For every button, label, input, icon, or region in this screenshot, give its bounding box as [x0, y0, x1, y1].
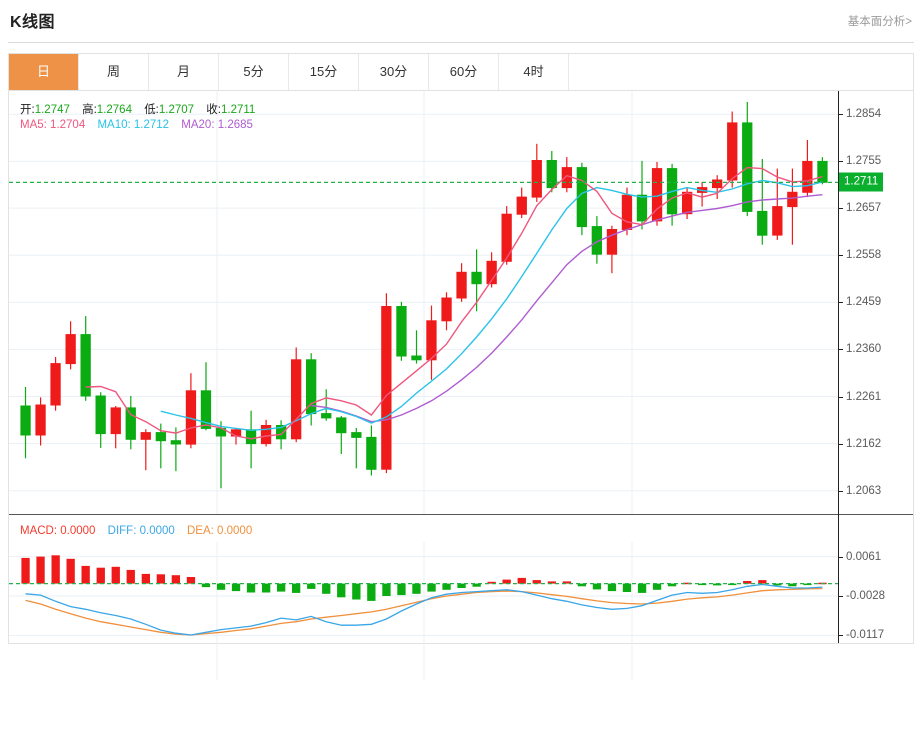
tab-60分[interactable]: 60分 [429, 54, 499, 90]
macd-legend: MACD: 0.0000 DIFF: 0.0000 DEA: 0.0000 [20, 525, 252, 537]
axis-tick [838, 490, 843, 492]
high-label: 高: [82, 104, 97, 116]
timeframe-tabs: 日周月 5分 15分 30分 60分 4时 [8, 53, 914, 91]
ma5-label: MA5: [20, 119, 47, 131]
high-value: 1.2764 [96, 104, 132, 116]
axis-tick [838, 255, 843, 257]
current-price-badge: 1.2711 [839, 172, 884, 192]
price-axis-label: 1.2459 [846, 296, 882, 309]
price-axis-label: 1.2162 [846, 437, 882, 450]
axis-line [838, 91, 839, 643]
panel-divider [9, 514, 913, 515]
ma20-label: MA20: [181, 119, 215, 131]
price-axis-label: 1.2558 [846, 249, 882, 262]
price-axis-label: 1.2063 [846, 484, 882, 497]
macd-axis-label: 0.0061 [846, 550, 882, 563]
axis-tick [838, 161, 843, 163]
price-axis-label: 1.2261 [846, 390, 882, 403]
ma-legend: MA5: 1.2704 MA10: 1.2712 MA20: 1.2685 [20, 119, 253, 131]
low-label: 低: [144, 104, 159, 116]
ma10-value: 1.2712 [133, 119, 170, 131]
tab-周[interactable]: 周 [79, 54, 149, 90]
dea-label: DEA: [187, 525, 214, 537]
axis-tick [838, 349, 843, 351]
ma10-label: MA10: [97, 119, 131, 131]
header-divider [8, 42, 914, 43]
axis-tick [838, 208, 843, 210]
tab-15分[interactable]: 15分 [289, 54, 359, 90]
axis-tick [838, 443, 843, 445]
close-value: 1.2711 [220, 104, 256, 116]
price-axis-label: 1.2360 [846, 343, 882, 356]
macd-value: 0.0000 [60, 525, 96, 537]
macd-axis-label: -0.0028 [846, 590, 886, 602]
fundamental-analysis-link[interactable]: 基本面分析> [847, 16, 912, 28]
price-chart-plot[interactable] [9, 91, 839, 514]
tab-日[interactable]: 日 [9, 54, 79, 90]
tab-bar-filler [569, 54, 913, 90]
low-value: 1.2707 [158, 104, 195, 116]
macd-axis-label: -0.0117 [846, 629, 885, 642]
open-label: 开: [20, 104, 35, 116]
diff-value: 0.0000 [139, 525, 175, 537]
price-axis-label: 1.2657 [846, 202, 882, 215]
axis-tick [838, 114, 843, 116]
axis-tick [838, 596, 843, 597]
macd-chart-plot[interactable] [9, 542, 839, 742]
tab-30分[interactable]: 30分 [359, 54, 429, 90]
ohlc-legend: 开:1.2747 高:1.2764 低:1.2707 收:1.2711 [20, 101, 255, 117]
dea-value: 0.0000 [217, 525, 253, 537]
ma20-value: 1.2685 [217, 119, 253, 131]
axis-tick [838, 556, 843, 558]
candlestick-svg [9, 91, 839, 514]
diff-label: DIFF: [107, 525, 137, 537]
kline-page: K线图 基本面分析> 日周月 5分 15分 30分 60分 4时 1.2854 1.2755… [0, 0, 922, 680]
axis-tick [838, 302, 843, 304]
macd-label: MACD: [20, 525, 58, 537]
price-axis-label: 1.2755 [846, 155, 882, 168]
macd-svg [9, 542, 839, 680]
price-axis: 1.2854 1.2755 1.2657 1.2558 1.2459 1.2360 1.22… [838, 91, 913, 643]
page-title: K线图 [10, 14, 56, 31]
open-value: 1.2747 [34, 104, 70, 116]
chart-frame: 1.2854 1.2755 1.2657 1.2558 1.2459 1.2360 1.22… [8, 91, 914, 680]
axis-tick [838, 635, 843, 637]
page-header: K线图 基本面分析> [0, 0, 922, 46]
tab-5分[interactable]: 5分 [219, 54, 289, 90]
close-label: 收: [206, 104, 221, 116]
axis-tick [838, 396, 843, 398]
ma5-value: 1.2704 [50, 119, 86, 131]
tab-4时[interactable]: 4时 [499, 54, 569, 90]
price-axis-label: 1.2854 [846, 108, 882, 121]
tab-月[interactable]: 月 [149, 54, 219, 90]
